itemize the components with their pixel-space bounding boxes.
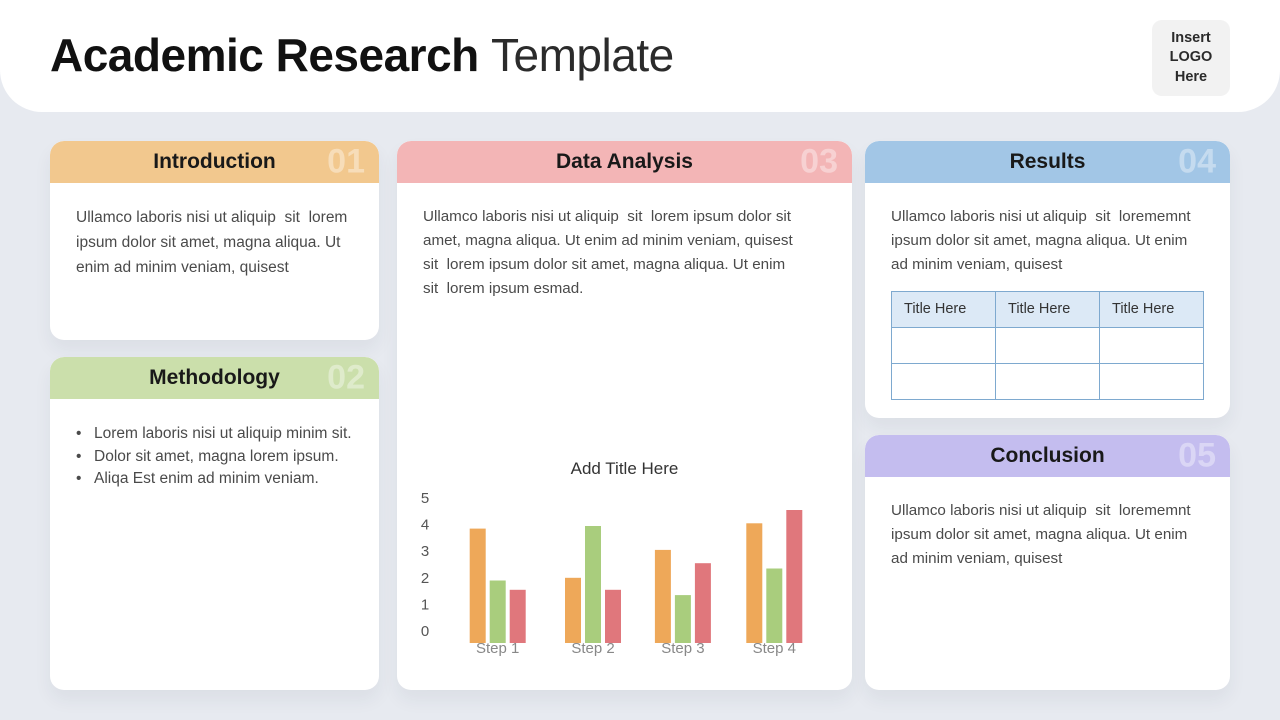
svg-text:Step 4: Step 4	[753, 640, 796, 656]
svg-text:Step 1: Step 1	[476, 640, 519, 656]
svg-text:1: 1	[421, 597, 429, 614]
svg-text:0: 0	[421, 623, 429, 640]
svg-text:4: 4	[421, 517, 429, 534]
svg-text:3: 3	[421, 543, 429, 560]
svg-text:Step 2: Step 2	[571, 640, 614, 656]
svg-text:2: 2	[421, 570, 429, 587]
svg-text:5: 5	[421, 490, 429, 507]
svg-text:Step 3: Step 3	[661, 640, 704, 656]
